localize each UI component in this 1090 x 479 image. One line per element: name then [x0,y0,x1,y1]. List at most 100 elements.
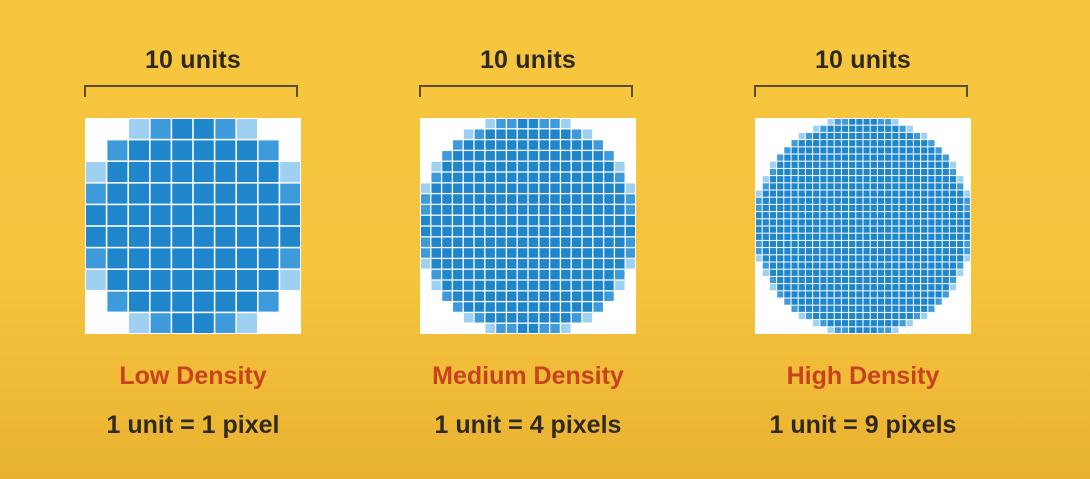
pixel-cell [762,212,769,219]
pixel-cell [517,269,528,280]
pixel-cell [892,262,899,269]
pixel-cell [485,161,495,172]
pixel-cell [453,183,463,193]
pixel-cell [420,194,431,204]
pixel-cell [784,118,791,125]
pixel-cell [827,276,834,284]
pixel-cell [805,132,813,140]
pixel-cell [593,269,603,280]
pixel-cell [856,204,863,212]
pixel-cell [755,176,762,183]
pixel-cell [892,276,899,284]
pixel-cell [841,204,849,212]
pixel-cell [798,154,805,161]
pixel-cell [798,284,805,291]
pixel-cell [913,154,921,161]
pixel-cell [906,183,913,190]
pixel-cell [870,118,877,125]
pixel-cell [964,219,971,226]
pixel-cell [193,162,214,182]
pixel-cell [935,183,942,190]
pixel-cell [827,291,834,298]
pixel-cell [453,323,463,334]
pixel-cell [928,154,935,161]
pixel-cell [791,118,798,125]
pixel-cell [769,118,777,125]
pixel-cell [420,302,431,312]
pixel-cell [604,237,614,247]
pixel-cell [849,190,856,197]
pixel-cell [827,298,834,305]
pixel-cell [777,212,784,219]
pixel-cell [849,255,856,262]
pixel-cell [517,194,528,204]
pixel-cell [107,140,128,161]
pixel-cell [849,226,856,233]
pixel-cell [899,269,906,276]
pixel-cell [964,118,971,125]
pixel-cell [899,154,906,161]
pixel-cell [964,284,971,291]
pixel-cell [921,320,928,327]
pixel-cell [834,305,841,312]
pixel-cell [550,205,560,215]
pixel-cell [964,248,971,255]
pixel-cell [798,276,805,284]
pixel-cell [625,215,636,226]
pixel-cell [129,162,149,182]
pixel-cell [964,212,971,219]
pixel-cell [885,284,892,291]
pixel-cell [791,276,798,284]
pixel-cell [769,240,777,248]
pixel-cell [769,233,777,240]
pixel-cell [805,255,813,262]
pixel-cell [820,197,827,204]
pixel-cell [899,327,906,334]
pixel-cell [827,240,834,248]
pixel-cell [571,151,582,161]
pixel-cell [949,147,957,154]
pixel-cell [913,320,921,327]
pixel-cell [935,190,942,197]
pixel-cell [420,291,431,301]
pixel-cell [604,280,614,291]
pixel-cell [517,183,528,193]
pixel-cell [863,183,870,190]
pixel-cell [762,327,769,334]
pixel-cell [604,205,614,215]
pixel-cell [913,240,921,248]
pixel-cell [885,312,892,320]
pixel-cell [813,197,820,204]
pixel-cell [571,172,582,183]
pixel-cell [496,194,506,204]
pixel-cell [899,255,906,262]
pixel-cell [442,291,452,301]
pixel-cell [870,125,877,132]
pixel-cell [964,132,971,140]
pixel-cell [474,323,485,334]
pixel-cell [849,248,856,255]
pixel-cell [615,313,625,323]
pixel-cell [215,248,236,269]
pixel-cell [805,168,813,176]
pixel-cell [863,204,870,212]
pixel-cell [935,320,942,327]
pixel-cell [604,226,614,237]
pixel-cell [906,226,913,233]
pixel-cell [877,291,885,298]
pixel-cell [921,212,928,219]
pixel-cell [885,176,892,183]
pixel-cell [964,320,971,327]
pixel-cell [777,118,784,125]
pixel-cell [885,132,892,140]
pixel-cell [798,147,805,154]
pixel-cell [964,204,971,212]
pixel-cell [964,226,971,233]
pixel-cell [582,280,593,291]
pixel-cell [964,312,971,320]
pixel-cell [885,233,892,240]
pixel-cell [582,129,593,139]
pixel-cell [892,204,899,212]
pixel-cell [517,205,528,215]
pixel-cell [913,204,921,212]
